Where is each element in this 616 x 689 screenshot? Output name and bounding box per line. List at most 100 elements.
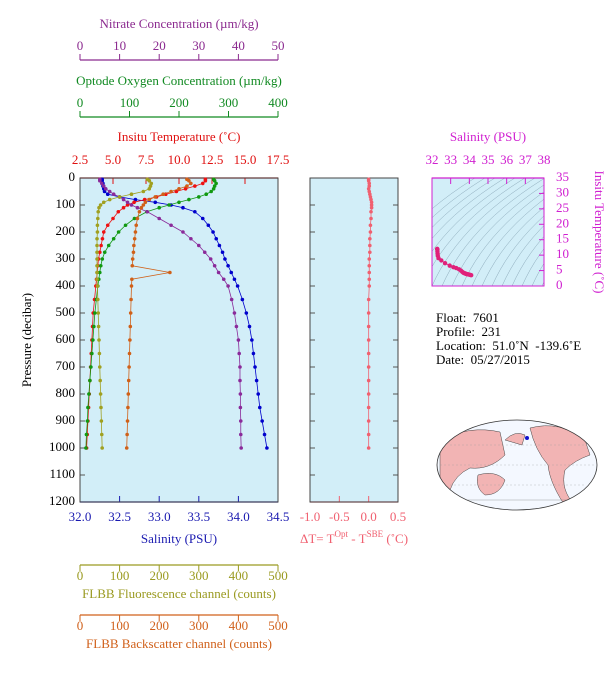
- data-point: [107, 189, 112, 194]
- data-point: [187, 178, 191, 183]
- data-point: [147, 187, 152, 191]
- density-contour: [432, 178, 486, 219]
- data-point: [93, 311, 97, 315]
- data-point: [128, 338, 132, 342]
- data-point: [95, 250, 99, 255]
- density-contour: [432, 178, 536, 286]
- data-point: [147, 197, 152, 202]
- x-tick-label: 33: [444, 152, 457, 167]
- data-point: [366, 432, 371, 437]
- x-axis-title-part: ΔT= T: [300, 531, 335, 546]
- density-contour: [432, 178, 526, 268]
- x-tick-label: 33.0: [148, 509, 171, 524]
- x-tick-label: 34.5: [267, 509, 290, 524]
- y-tick-label: 35: [556, 169, 569, 184]
- data-point: [265, 446, 269, 450]
- data-point: [236, 338, 241, 342]
- data-point: [197, 195, 201, 199]
- data-point: [239, 446, 243, 450]
- x-tick-label: 32.5: [108, 509, 131, 524]
- data-point: [257, 405, 262, 410]
- data-point: [130, 263, 135, 268]
- x-tick-label: -1.0: [300, 509, 321, 524]
- data-point: [153, 195, 158, 199]
- data-point: [133, 230, 138, 234]
- data-point: [96, 297, 100, 302]
- data-point: [366, 365, 371, 369]
- data-point: [369, 197, 373, 202]
- x-tick-label: 100: [120, 95, 140, 110]
- x-axis-title: Nitrate Concentration (µm/kg): [99, 16, 258, 31]
- data-point: [105, 223, 110, 228]
- data-point: [101, 200, 106, 205]
- data-point: [447, 263, 452, 268]
- data-point: [100, 257, 105, 261]
- data-point: [95, 284, 100, 288]
- data-point: [250, 338, 254, 342]
- data-point: [123, 223, 128, 228]
- data-point: [366, 351, 371, 356]
- data-point: [89, 365, 93, 369]
- data-point: [366, 446, 371, 450]
- data-point: [208, 257, 213, 261]
- y-tick-label: 0: [556, 277, 563, 292]
- data-point: [127, 365, 131, 369]
- float-info: Float: 7601 Profile: 231 Location: 51.0˚…: [436, 310, 581, 367]
- data-point: [132, 216, 137, 221]
- x-axis-title-part: SBE: [367, 529, 384, 539]
- data-point: [439, 258, 444, 263]
- data-point: [95, 270, 99, 275]
- data-point: [130, 277, 134, 282]
- data-point: [98, 203, 103, 207]
- data-point: [141, 203, 146, 207]
- data-point: [142, 197, 147, 202]
- data-point: [469, 273, 474, 278]
- data-point: [211, 187, 216, 191]
- data-point: [217, 243, 222, 248]
- x-axis-title: FLBB Backscatter channel (counts): [86, 636, 272, 651]
- density-contour: [511, 236, 544, 286]
- data-point: [366, 324, 371, 329]
- data-point: [84, 446, 88, 450]
- data-point: [149, 181, 154, 186]
- data-point: [99, 432, 104, 437]
- data-point: [185, 184, 189, 188]
- y-tick-label: 1200: [49, 493, 75, 508]
- density-contour: [491, 215, 544, 286]
- data-point: [125, 203, 130, 207]
- x-tick-label: 200: [149, 618, 169, 633]
- x-tick-label: 0: [77, 38, 84, 53]
- info-line: Date: 05/27/2015: [436, 352, 530, 367]
- data-point: [95, 230, 100, 234]
- y-tick-label: 800: [56, 385, 76, 400]
- data-point: [366, 187, 371, 191]
- data-point: [189, 181, 193, 186]
- density-contour: [432, 178, 506, 240]
- data-point: [262, 432, 267, 437]
- globe-outline: [436, 419, 598, 511]
- data-point: [368, 243, 372, 248]
- data-point: [106, 243, 111, 248]
- data-point: [98, 178, 102, 183]
- data-point: [177, 187, 181, 191]
- data-point: [95, 223, 100, 228]
- x-tick-label: 36: [500, 152, 514, 167]
- info-line: Location: 51.0˚N -139.6˚E: [436, 338, 581, 353]
- data-point: [141, 189, 146, 194]
- data-point: [368, 236, 372, 241]
- x-tick-label: 32: [426, 152, 439, 167]
- data-point: [99, 243, 103, 248]
- data-point: [204, 192, 209, 196]
- data-point: [369, 209, 373, 214]
- data-point: [168, 270, 172, 275]
- data-point: [116, 230, 121, 234]
- data-point: [84, 432, 89, 437]
- data-point: [103, 187, 108, 191]
- y-tick-label: 600: [56, 331, 76, 346]
- data-point: [98, 270, 102, 275]
- density-contour: [501, 225, 544, 286]
- x-axis-title: ΔT= TOpt - TSBE (˚C): [300, 529, 408, 546]
- density-contours: [432, 178, 544, 286]
- x-tick-label: 200: [169, 95, 189, 110]
- density-contour: [471, 198, 544, 286]
